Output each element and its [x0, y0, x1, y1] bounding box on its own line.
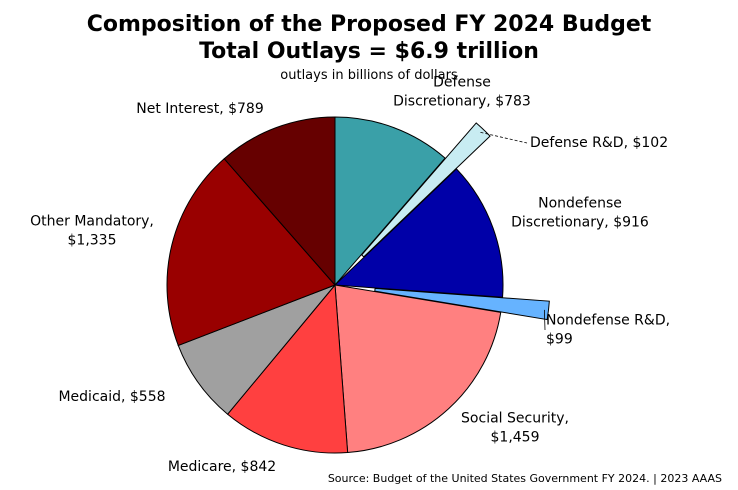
- leader-line: [543, 309, 546, 331]
- slice-label-line: $1,335: [68, 233, 117, 249]
- pie-slice: [223, 116, 336, 287]
- slice-label-line: Discretionary, $783: [393, 94, 531, 110]
- slice-label: Other Mandatory, $1,335: [30, 214, 154, 249]
- slice-label: Nondefense R&D, $99: [546, 313, 670, 348]
- pie-slice: [333, 168, 504, 298]
- chart-subtitle: Total Outlays = $6.9 trillion: [199, 39, 539, 64]
- unit-note: outlays in billions of dollars: [280, 68, 458, 83]
- leader-lines: [480, 131, 546, 331]
- slice-label: Medicare, $842: [168, 459, 276, 475]
- pie-slice: [334, 284, 502, 454]
- slice-label-line: Nondefense R&D,: [546, 313, 670, 329]
- slice-label-line: Nondefense: [538, 196, 622, 212]
- pie-slice: [226, 283, 349, 454]
- leader-line: [480, 131, 528, 144]
- slice-label-line: Medicare, $842: [168, 459, 276, 475]
- slice-labels: Defense Discretionary, $783 Defense R&D, $…: [30, 75, 670, 476]
- slice-label-line: Other Mandatory,: [30, 214, 154, 230]
- slice-label: Net Interest, $789: [136, 101, 264, 117]
- slice-label-line: Defense R&D, $102: [530, 135, 668, 151]
- slice-label-line: $99: [546, 332, 573, 348]
- slice-label-line: $1,459: [491, 430, 540, 446]
- slice-label: Defense R&D, $102: [530, 135, 668, 151]
- source-note: Source: Budget of the United States Gove…: [328, 472, 722, 485]
- slice-label: Nondefense Discretionary, $916: [511, 196, 649, 231]
- pie-slices: [166, 116, 550, 454]
- slice-label: Defense Discretionary, $783: [393, 75, 531, 110]
- slice-label: Social Security, $1,459: [461, 411, 569, 446]
- slice-label: Medicaid, $558: [58, 389, 165, 405]
- slice-label-line: Defense: [433, 75, 491, 91]
- chart-title: Composition of the Proposed FY 2024 Budg…: [87, 12, 652, 37]
- slice-label-line: Social Security,: [461, 411, 569, 427]
- pie-slice: [334, 116, 446, 287]
- slice-label-line: Medicaid, $558: [58, 389, 165, 405]
- slice-label-line: Discretionary, $916: [511, 215, 649, 231]
- slice-label-line: Net Interest, $789: [136, 101, 264, 117]
- pie-slice: [166, 158, 336, 347]
